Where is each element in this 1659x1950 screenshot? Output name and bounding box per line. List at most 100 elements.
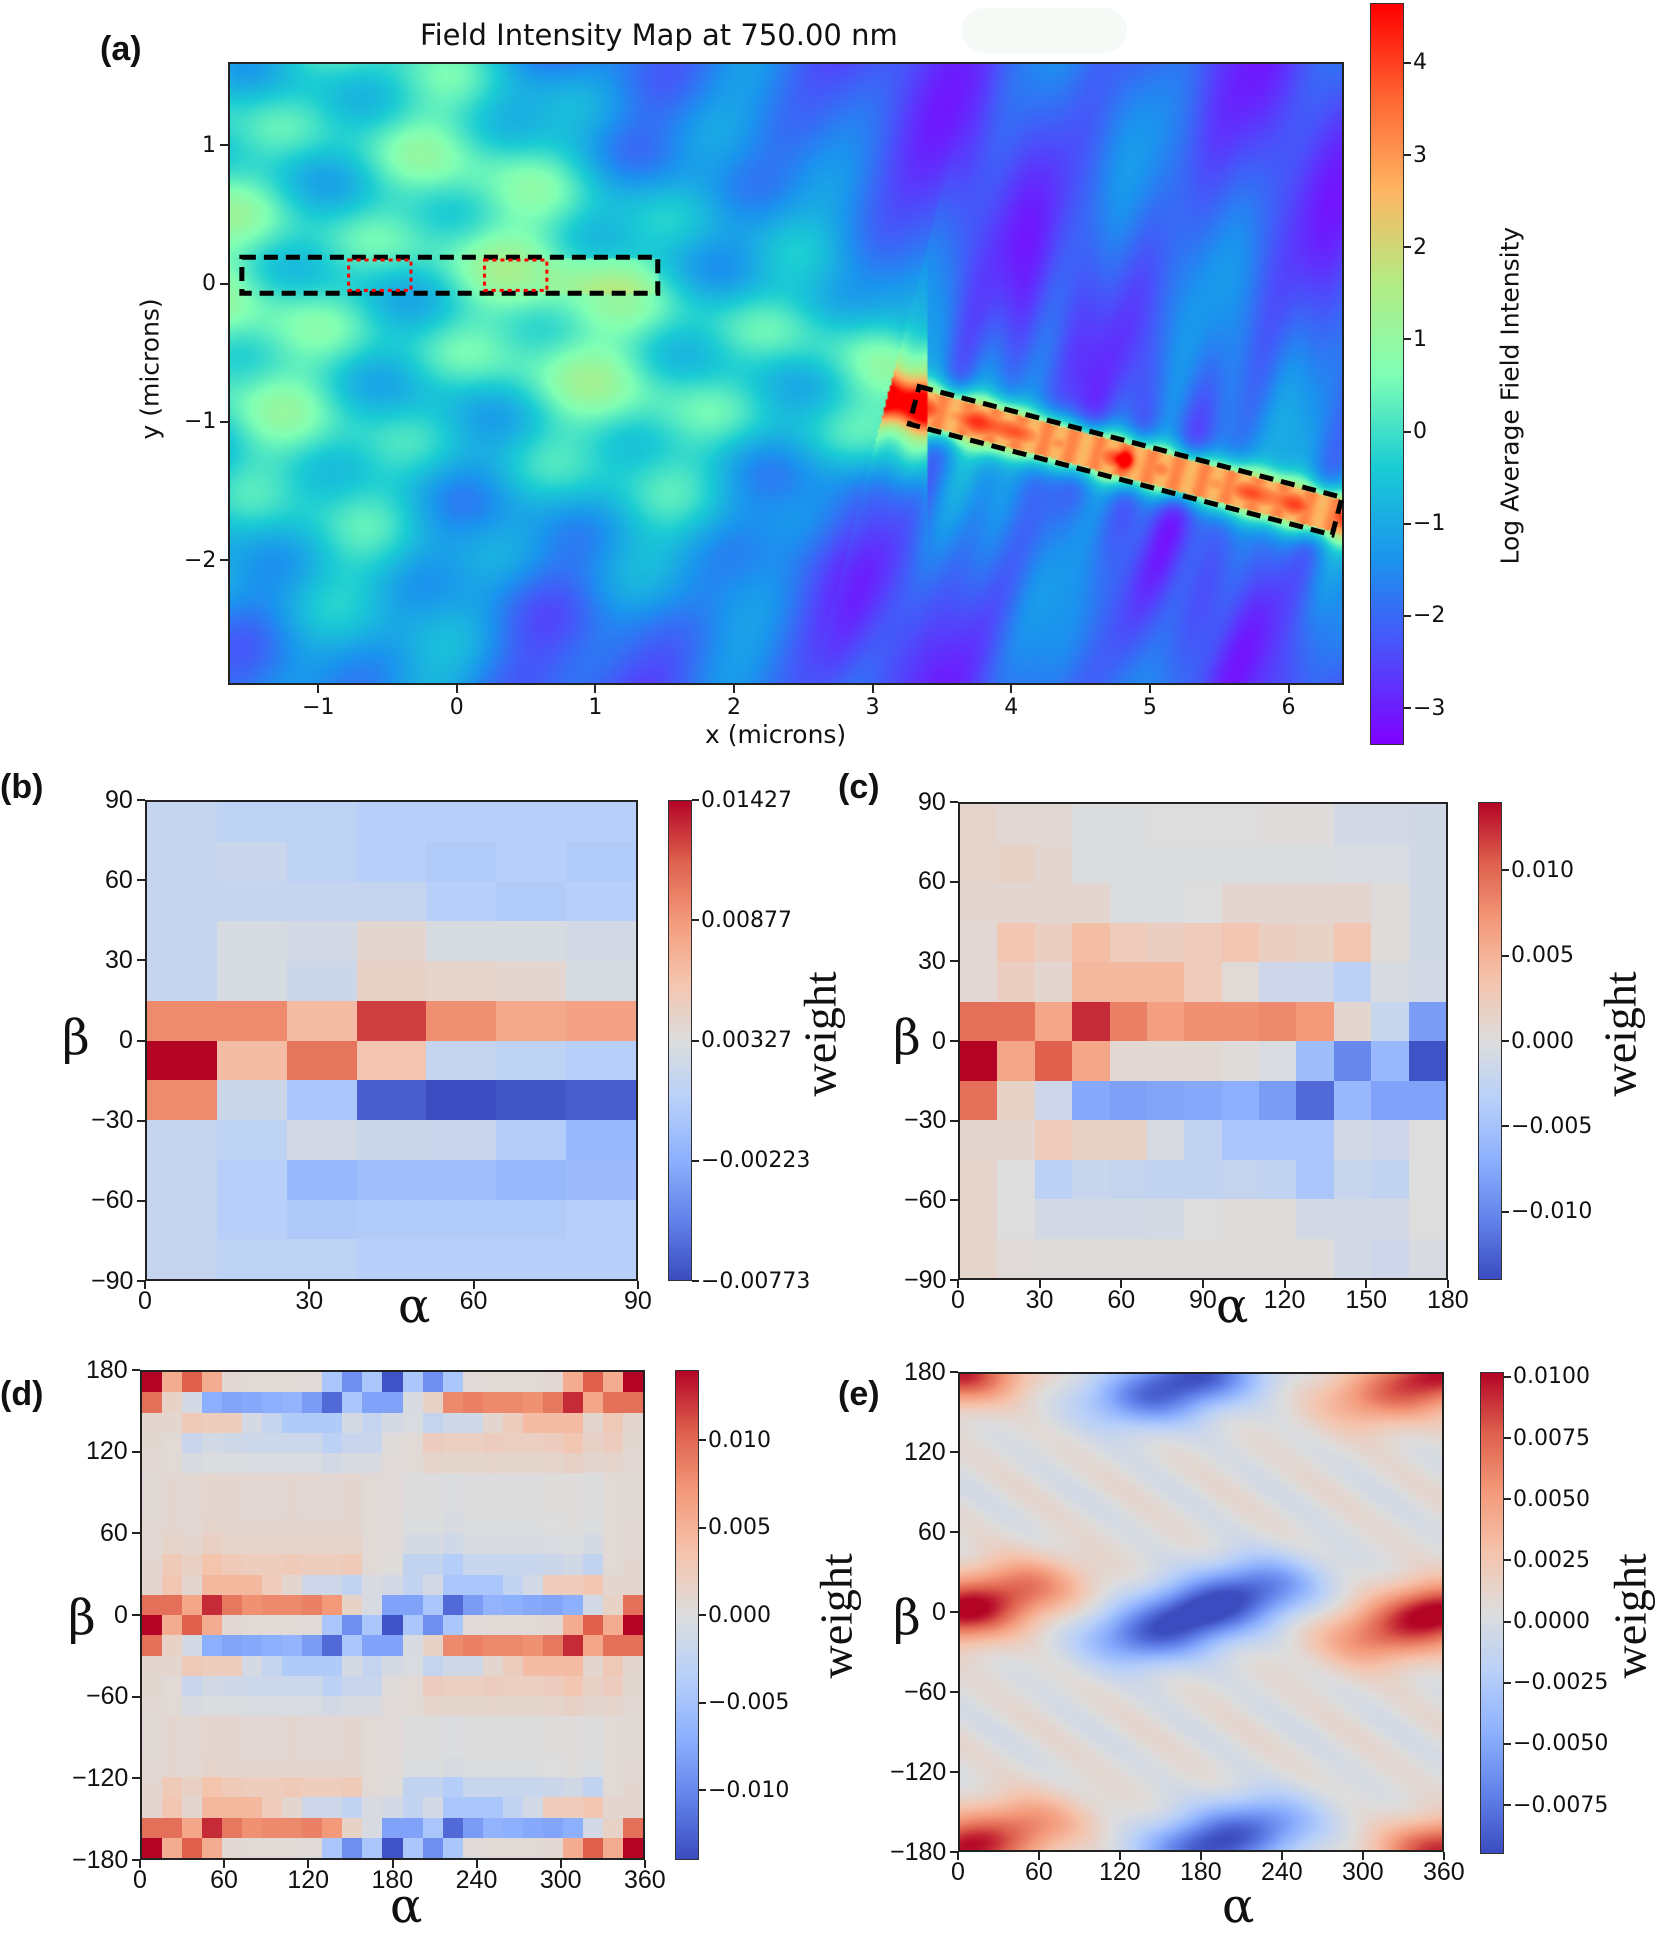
heatmap-cell	[162, 1615, 182, 1635]
heatmap-cell	[217, 882, 287, 921]
y-tick-label: 60	[918, 867, 946, 896]
heatmap-cell	[242, 1433, 262, 1453]
heatmap-cell	[566, 1239, 636, 1279]
heatmap-cell	[483, 1818, 503, 1838]
colorbar-tick-label: 0.005	[1511, 943, 1574, 969]
heatmap-cell	[503, 1615, 523, 1635]
heatmap-cell	[623, 1716, 643, 1737]
heatmap-cell	[242, 1777, 262, 1797]
heatmap-cell	[523, 1473, 543, 1494]
heatmap-cell	[403, 1716, 423, 1737]
colorbar-tick-mark	[1404, 707, 1411, 710]
colorbar-label-a: Log Average Field Intensity	[1495, 226, 1525, 565]
heatmap-cell	[403, 1615, 423, 1635]
heatmap-cell	[162, 1433, 182, 1453]
heatmap-cell	[603, 1413, 623, 1433]
y-tick-label: −120	[890, 1757, 947, 1786]
x-tick-mark	[223, 1860, 226, 1868]
heatmap-cell	[503, 1554, 523, 1575]
x-tick-mark	[1038, 1280, 1041, 1288]
heatmap-cell	[287, 1080, 357, 1120]
heatmap-cell	[483, 1453, 503, 1473]
y-tick-label: 60	[100, 1518, 128, 1547]
heatmap-cell	[483, 1737, 503, 1757]
heatmap-cell	[563, 1554, 583, 1575]
heatmap-cell	[426, 1239, 496, 1279]
heatmap-cell	[463, 1372, 483, 1392]
heatmap-cell	[503, 1514, 523, 1534]
heatmap-cell	[1409, 1041, 1446, 1081]
heatmap-cell	[603, 1797, 623, 1818]
heatmap-cell	[357, 1239, 426, 1279]
heatmap-cell	[496, 961, 566, 1001]
heatmap-cell	[1334, 1239, 1371, 1278]
heatmap-cell	[543, 1737, 563, 1757]
heatmap-cell	[242, 1413, 262, 1433]
heatmap-cell	[142, 1635, 162, 1656]
colorbar-tick-mark	[1502, 869, 1509, 872]
x-tick-label: 0	[138, 1287, 152, 1315]
heatmap-cell	[282, 1413, 302, 1433]
y-axis-label: y (microns)	[135, 298, 165, 440]
heatmap-cell	[162, 1514, 182, 1534]
y-tick-mark	[950, 1279, 958, 1281]
colorbar-tick-mark	[699, 1789, 706, 1791]
heatmap-cell	[523, 1838, 543, 1858]
heatmap-cell	[302, 1777, 322, 1797]
heatmap-cell	[322, 1615, 342, 1635]
heatmap-cell	[1110, 923, 1147, 962]
heatmap-cell	[342, 1818, 362, 1838]
heatmap-cell	[222, 1656, 242, 1676]
heatmap-cell	[1296, 844, 1334, 883]
heatmap-cell	[1184, 1081, 1222, 1120]
heatmap-cell	[583, 1392, 603, 1413]
y-tick-mark	[137, 959, 145, 962]
heatmap-cell	[242, 1737, 262, 1757]
heatmap-cell	[566, 1001, 636, 1041]
y-tick-label: 0	[119, 1026, 133, 1054]
heatmap-cell	[142, 1534, 162, 1554]
heatmap-cell	[426, 1120, 496, 1160]
heatmap-cell	[142, 1514, 162, 1534]
heatmap-cell	[1110, 1199, 1147, 1239]
x-tick-label: 30	[295, 1287, 324, 1315]
heatmap-cell	[342, 1635, 362, 1656]
y-tick-label: 180	[904, 1357, 946, 1386]
heatmap-cell	[543, 1635, 563, 1656]
heatmap-cell	[142, 1716, 162, 1737]
heatmap-cell	[503, 1433, 523, 1453]
y-tick-mark	[137, 879, 145, 882]
heatmap-cell	[202, 1453, 222, 1473]
heatmap-cell	[287, 1120, 357, 1160]
heatmap-cell	[603, 1676, 623, 1696]
heatmap-cell	[583, 1818, 603, 1838]
heatmap-cell	[496, 882, 566, 921]
heatmap-cell	[142, 1433, 162, 1453]
heatmap-cell	[182, 1696, 202, 1716]
heatmap-cell	[382, 1777, 403, 1797]
colorbar-tick-label: 0.0100	[1513, 1364, 1590, 1390]
heatmap-cell	[423, 1757, 443, 1777]
y-tick-label: −180	[72, 1845, 129, 1874]
heatmap-cell	[583, 1575, 603, 1595]
heatmap-cell	[503, 1818, 523, 1838]
weight-map-b	[145, 800, 638, 1281]
heatmap-cell	[242, 1797, 262, 1818]
heatmap-cell	[262, 1534, 282, 1554]
heatmap-cell	[1035, 1041, 1072, 1081]
heatmap-cell	[603, 1838, 623, 1858]
heatmap-cell	[1110, 804, 1147, 844]
heatmap-cell	[623, 1595, 643, 1615]
x-tick-mark	[1365, 1280, 1368, 1288]
heatmap-cell	[222, 1777, 242, 1797]
heatmap-cell	[443, 1676, 463, 1696]
heatmap-cell	[463, 1656, 483, 1676]
colorbar-tick-label: 0.010	[708, 1427, 771, 1453]
heatmap-cell	[217, 1239, 287, 1279]
x-tick-label: 120	[1099, 1858, 1141, 1886]
colorbar-tick-mark	[699, 1614, 706, 1616]
y-tick-label: 30	[105, 945, 133, 974]
x-tick-mark	[1447, 1280, 1449, 1288]
heatmap-cell	[960, 1120, 997, 1160]
heatmap-cell	[483, 1494, 503, 1514]
